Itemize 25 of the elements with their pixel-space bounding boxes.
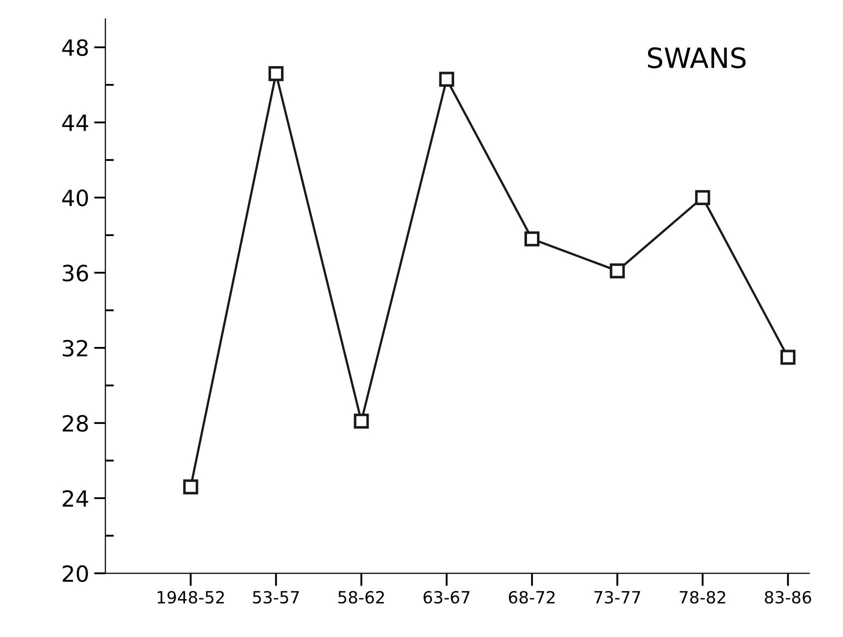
- y-tick-label: 24: [62, 490, 88, 507]
- point: [780, 350, 796, 365]
- y-tick-label: 44: [62, 114, 88, 131]
- point: [695, 190, 710, 206]
- y-tick-label: 40: [62, 190, 88, 206]
- y-tick-label: 48: [62, 39, 88, 56]
- x-tick-label: 63-67: [424, 590, 470, 604]
- x-tick-label: 73-77: [594, 590, 640, 604]
- y-tick-label: 28: [62, 414, 88, 432]
- y-tick-label: 36: [62, 264, 88, 282]
- point: [610, 263, 625, 278]
- x-tick-label: 83-86: [764, 590, 812, 604]
- point: [439, 72, 454, 87]
- y-tick-label: 32: [62, 340, 88, 357]
- text: SWANS: [648, 47, 746, 68]
- x-tick-label: 58-62: [338, 590, 384, 604]
- point: [183, 479, 198, 494]
- point: [354, 414, 369, 429]
- y-tick-label: 20: [62, 565, 88, 582]
- x-tick-label: 53-57: [253, 590, 299, 604]
- point: [524, 231, 540, 246]
- x-tick-label: 1948-52: [158, 590, 224, 604]
- point: [268, 66, 284, 82]
- x-tick-label: 68-72: [508, 590, 555, 604]
- x-tick-label: 78-82: [680, 590, 726, 604]
